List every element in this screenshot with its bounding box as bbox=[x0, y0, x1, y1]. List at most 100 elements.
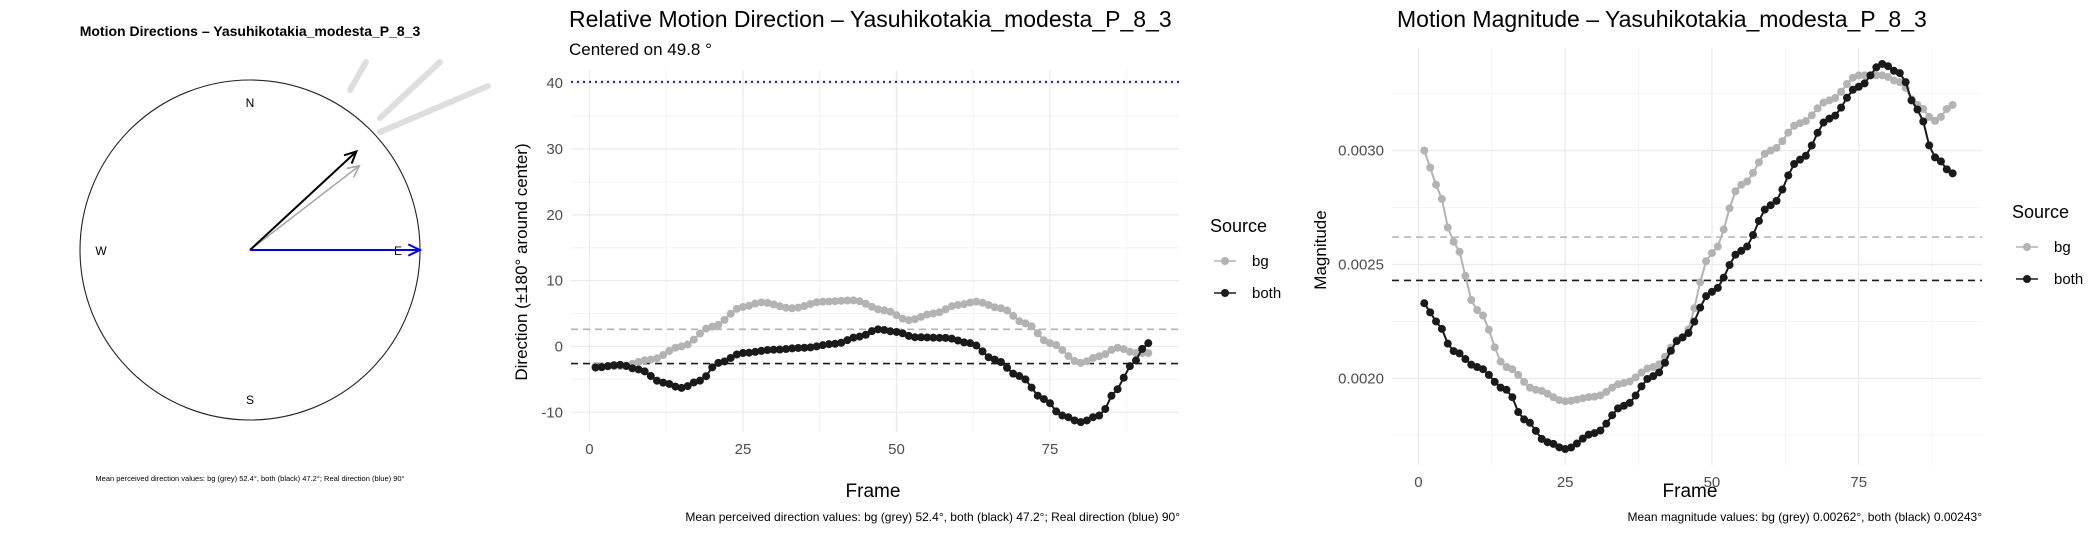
series-point-both bbox=[1790, 160, 1799, 169]
series-point-both bbox=[1432, 317, 1441, 326]
series-line-both bbox=[595, 328, 1149, 424]
series-point-bg bbox=[671, 343, 680, 352]
series-point-bg bbox=[751, 299, 760, 308]
series-point-both bbox=[1537, 434, 1546, 443]
series-point-bg bbox=[1144, 349, 1153, 358]
series-point-bg bbox=[1631, 373, 1640, 382]
series-point-both bbox=[990, 355, 999, 364]
series-point-both bbox=[1525, 418, 1534, 427]
series-point-bg bbox=[886, 307, 895, 316]
series-point-bg bbox=[1702, 257, 1711, 266]
series-point-both bbox=[935, 333, 944, 342]
y-tick-label: 0.0030 bbox=[1338, 143, 1384, 160]
series-point-both bbox=[659, 378, 668, 387]
series-point-both bbox=[1854, 82, 1863, 91]
series-point-both bbox=[1089, 413, 1098, 422]
series-point-both bbox=[1743, 242, 1752, 251]
series-point-bg bbox=[843, 296, 852, 305]
series-point-both bbox=[1696, 303, 1705, 312]
series-point-bg bbox=[763, 298, 772, 307]
series-point-bg bbox=[923, 310, 932, 319]
series-point-both bbox=[1842, 93, 1851, 102]
series-point-bg bbox=[806, 299, 815, 308]
series-point-both bbox=[1660, 358, 1669, 367]
series-point-both bbox=[1719, 273, 1728, 282]
series-point-bg bbox=[1637, 368, 1646, 377]
series-point-both bbox=[874, 325, 883, 334]
series-point-both bbox=[1801, 151, 1810, 160]
series-point-bg bbox=[1443, 223, 1452, 232]
series-point-both bbox=[1578, 434, 1587, 443]
magnitude-series bbox=[1420, 59, 1957, 454]
series-point-both bbox=[634, 365, 643, 374]
series-point-bg bbox=[1033, 329, 1042, 338]
series-point-both bbox=[1919, 117, 1928, 126]
series-point-bg bbox=[1813, 104, 1822, 113]
series-point-both bbox=[616, 360, 625, 369]
series-point-bg bbox=[972, 297, 981, 306]
series-point-bg bbox=[720, 315, 729, 324]
series-point-both bbox=[708, 363, 717, 372]
series-point-both bbox=[1461, 355, 1470, 364]
series-point-both bbox=[1095, 411, 1104, 420]
direction-y-axis-label: Direction (±180° around center) bbox=[512, 143, 531, 380]
legend-bg-label: bg bbox=[1252, 253, 1269, 270]
y-tick-label: 30 bbox=[546, 141, 563, 158]
series-point-both bbox=[1437, 324, 1446, 333]
x-tick-label: 25 bbox=[1557, 474, 1574, 491]
compass-faded-stroke-0 bbox=[347, 59, 369, 93]
series-point-bg bbox=[757, 298, 766, 307]
series-point-both bbox=[683, 382, 692, 391]
series-point-bg bbox=[1807, 111, 1816, 120]
series-point-both bbox=[1478, 365, 1487, 374]
series-point-both bbox=[671, 382, 680, 391]
series-point-both bbox=[1819, 118, 1828, 127]
series-point-both bbox=[646, 372, 655, 381]
series-point-both bbox=[837, 338, 846, 347]
series-point-bg bbox=[1625, 377, 1634, 386]
series-point-bg bbox=[1467, 296, 1476, 305]
series-point-both bbox=[818, 341, 827, 350]
series-point-bg bbox=[904, 316, 913, 325]
series-point-both bbox=[1766, 201, 1775, 210]
series-point-both bbox=[972, 341, 981, 350]
series-point-both bbox=[1015, 372, 1024, 381]
series-point-bg bbox=[732, 304, 741, 313]
magnitude-caption: Mean magnitude values: bg (grey) 0.00262… bbox=[1628, 510, 1983, 524]
series-point-bg bbox=[990, 303, 999, 312]
magnitude-panel: Motion Magnitude – Yasuhikotakia_modesta… bbox=[1311, 6, 2083, 524]
compass-arrowhead-real bbox=[407, 243, 423, 257]
series-point-both bbox=[941, 333, 950, 342]
direction-x-axis-label: Frame bbox=[846, 481, 901, 502]
series-point-bg bbox=[794, 303, 803, 312]
series-point-both bbox=[1948, 169, 1957, 178]
compass-arrows bbox=[249, 59, 491, 257]
series-point-bg bbox=[714, 320, 723, 329]
series-point-both bbox=[1003, 363, 1012, 372]
series-point-both bbox=[855, 332, 864, 341]
series-point-bg bbox=[1101, 350, 1110, 359]
series-point-both bbox=[800, 343, 809, 352]
series-point-both bbox=[1942, 165, 1951, 174]
series-point-both bbox=[1602, 419, 1611, 428]
compass-label-w: W bbox=[95, 244, 107, 258]
series-point-bg bbox=[1046, 339, 1055, 348]
series-point-bg bbox=[867, 302, 876, 311]
series-point-bg bbox=[695, 329, 704, 338]
series-point-both bbox=[849, 333, 858, 342]
series-point-bg bbox=[726, 309, 735, 318]
direction-tick-labels: 0 25 50 75 -10 0 10 20 30 40 bbox=[541, 75, 1058, 458]
series-point-both bbox=[732, 350, 741, 359]
series-point-both bbox=[1052, 407, 1061, 416]
series-point-both bbox=[1082, 416, 1091, 425]
series-point-bg bbox=[941, 305, 950, 314]
series-point-both bbox=[1625, 398, 1634, 407]
series-point-both bbox=[1901, 78, 1910, 87]
compass-faded-stroke-2 bbox=[377, 83, 491, 135]
series-point-both bbox=[769, 345, 778, 354]
legend-bg-marker bbox=[2023, 243, 2031, 251]
series-point-both bbox=[1866, 71, 1875, 80]
x-tick-label: 75 bbox=[1850, 474, 1867, 491]
series-point-both bbox=[1426, 308, 1435, 317]
x-tick-label: 75 bbox=[1042, 441, 1059, 458]
